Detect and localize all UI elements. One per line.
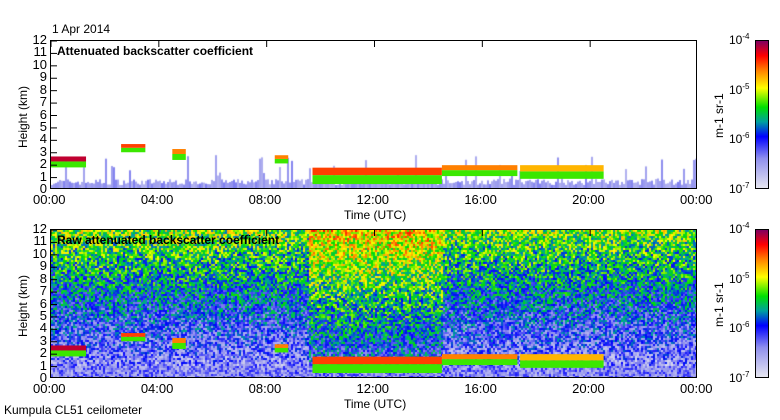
y-tick-label: 0 [39, 370, 47, 385]
y-tick-label: 1 [39, 357, 47, 373]
x-tick-label: 08:00 [248, 192, 282, 207]
x-axis-label: Time (UTC) [344, 397, 407, 411]
cloud-layer-3 [172, 149, 186, 154]
x-tick-label: 20:00 [572, 381, 605, 396]
cloud-layer-6 [441, 165, 518, 171]
y-tick-label: 2 [39, 156, 47, 172]
x-tick-label: 00:00 [33, 192, 66, 207]
y-tick-label: 8 [39, 81, 47, 97]
x-tick-label: 04:00 [140, 192, 174, 207]
y-tick-label: 4 [39, 320, 47, 336]
colorbar-tick-label: 10-4 [729, 32, 750, 47]
cloud-layer-2 [121, 333, 146, 337]
y-tick-label: 1 [39, 168, 47, 184]
cloud-layer-1-lower [51, 350, 87, 357]
cloud-layer-5-lower [312, 175, 442, 185]
cloud-layer-1 [51, 156, 87, 162]
y-tick-label: 12 [32, 221, 47, 236]
cloud-layer-2 [121, 144, 146, 148]
cloud-layer-5 [312, 356, 442, 365]
cloud-layer-3 [172, 338, 186, 343]
y-tick-label: 9 [39, 69, 47, 85]
y-tick-label: 5 [39, 307, 47, 323]
x-tick-label: 04:00 [140, 381, 174, 396]
plot-panel-2: Raw attenuated backscatter coefficient [50, 229, 697, 378]
cloud-layer-4-lower [274, 158, 289, 164]
instrument-label: Kumpula CL51 ceilometer [4, 403, 143, 417]
cloud-layer-4-lower [274, 347, 289, 353]
date-label: 1 Apr 2014 [52, 22, 111, 36]
cloud-layer-1-lower [51, 161, 87, 168]
cloud-layer-6-lower [441, 359, 518, 366]
y-axis-label: Height (km) [16, 85, 30, 148]
y-tick-label: 10 [32, 245, 47, 261]
cloud-layer-7-lower [520, 171, 604, 179]
backscatter-heatmap [51, 41, 696, 188]
plot-panel-1: Attenuated backscatter coefficient [50, 40, 697, 189]
y-tick-label: 9 [39, 258, 47, 274]
cloud-layer-6 [441, 354, 518, 360]
y-tick-label: 6 [39, 295, 47, 311]
cloud-layer-1 [51, 345, 87, 351]
x-tick-label: 12:00 [356, 192, 390, 207]
cloud-layer-7 [520, 354, 604, 361]
x-tick-label: 16:00 [464, 192, 497, 207]
x-axis-label: Time (UTC) [344, 208, 407, 222]
colorbar-tick-label: 10-5 [729, 81, 750, 97]
cloud-layer-7-lower [520, 360, 604, 368]
y-tick-label: 2 [39, 345, 47, 361]
y-tick-label: 11 [33, 44, 48, 60]
x-tick-label: 08:00 [248, 381, 282, 396]
cloud-layer-7 [520, 165, 604, 172]
colorbar [755, 40, 769, 189]
y-tick-label: 0 [39, 181, 47, 196]
x-tick-label: 20:00 [572, 192, 605, 207]
cloud-layer-4 [274, 155, 289, 159]
y-tick-label: 10 [32, 56, 47, 72]
y-tick-label: 12 [32, 32, 47, 47]
x-tick-label: 00:00 [680, 381, 713, 396]
cloud-layer-4 [274, 344, 289, 348]
x-tick-label: 00:00 [680, 192, 713, 207]
y-tick-label: 6 [39, 106, 47, 122]
panel-title: Attenuated backscatter coefficient [57, 44, 254, 58]
y-tick-label: 7 [39, 94, 47, 110]
x-tick-label: 00:00 [33, 381, 66, 396]
y-axis-label: Height (km) [16, 274, 30, 337]
colorbar-label: m-1 sr-1 [712, 93, 726, 138]
colorbar-tick-label: 10-7 [729, 370, 750, 385]
x-tick-label: 12:00 [356, 381, 390, 396]
y-tick-label: 4 [39, 131, 47, 147]
y-tick-label: 5 [39, 118, 47, 134]
colorbar-tick-label: 10-5 [729, 270, 750, 286]
cloud-layer-5 [312, 167, 442, 176]
colorbar-tick-label: 10-6 [729, 320, 750, 336]
colorbar-tick-label: 10-7 [729, 181, 750, 196]
y-tick-label: 11 [33, 233, 48, 249]
cloud-layer-2-lower [121, 336, 146, 342]
backscatter-heatmap [51, 230, 696, 377]
cloud-layer-5-lower [312, 364, 442, 374]
cloud-layer-6-lower [441, 170, 518, 177]
x-tick-label: 16:00 [464, 381, 497, 396]
cloud-layer-3-lower [172, 153, 186, 160]
colorbar [755, 229, 769, 378]
colorbar-label: m-1 sr-1 [712, 282, 726, 327]
cloud-layer-2-lower [121, 147, 146, 153]
y-tick-label: 3 [39, 143, 47, 159]
colorbar-tick-label: 10-6 [729, 131, 750, 147]
cloud-layer-3-lower [172, 342, 186, 349]
y-tick-label: 3 [39, 332, 47, 348]
panel-title: Raw attenuated backscatter coefficient [57, 233, 280, 247]
y-tick-label: 8 [39, 270, 47, 286]
y-tick-label: 7 [39, 283, 47, 299]
colorbar-tick-label: 10-4 [729, 221, 750, 236]
